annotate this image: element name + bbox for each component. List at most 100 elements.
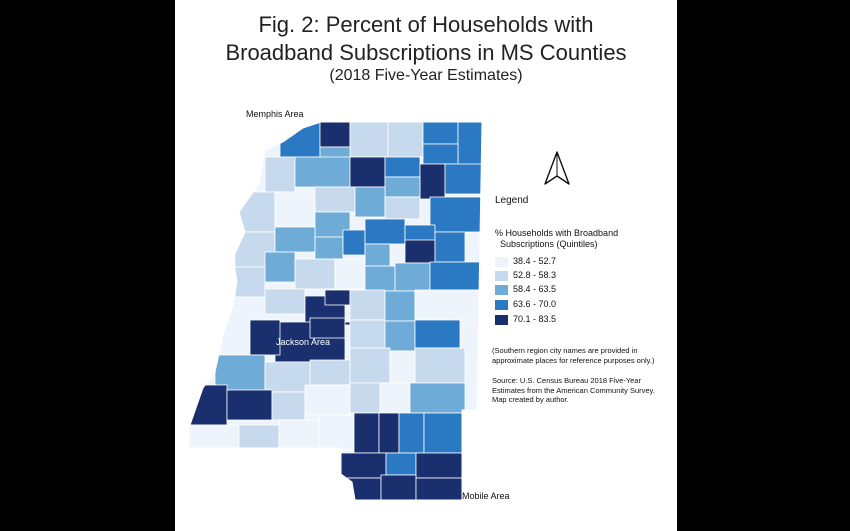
county-c5 [384, 196, 421, 220]
county-c2 [274, 191, 316, 228]
county-b7 [384, 176, 421, 198]
county-b1 [264, 156, 296, 193]
county-f1 [349, 289, 386, 321]
legend-row: 70.1 - 83.5 [495, 314, 556, 325]
county-h6 [379, 382, 411, 414]
mississippi-county-map [188, 121, 483, 501]
map-slide: Fig. 2: Percent of Households with Broad… [175, 0, 677, 531]
legend-label: 63.6 - 70.0 [513, 299, 557, 309]
county-i1 [189, 424, 240, 451]
county-k9 [380, 474, 417, 500]
county-b2 [294, 156, 351, 188]
legend-label: 58.4 - 63.5 [513, 284, 557, 294]
source-line-3: Map created by author. [492, 395, 569, 404]
county-g4 [349, 347, 391, 384]
county-j4 [249, 319, 281, 356]
title-line-1: Fig. 2: Percent of Households with [258, 12, 594, 37]
county-b5 [419, 163, 446, 200]
county-b6 [444, 163, 482, 195]
county-e7 [264, 288, 306, 315]
source-line-1: Source: U.S. Census Bureau 2018 Five-Yea… [492, 376, 641, 385]
county-b4 [384, 156, 421, 178]
county-h4 [304, 384, 351, 416]
legend-swatch [495, 256, 508, 267]
county-e4 [364, 265, 396, 292]
legend-label: 38.4 - 52.7 [513, 256, 557, 266]
memphis-label: Memphis Area [246, 109, 304, 119]
county-h1 [189, 384, 228, 426]
county-k1 [353, 412, 380, 454]
county-f2 [384, 290, 416, 322]
county-c1 [234, 191, 276, 233]
county-f6 [414, 319, 461, 349]
county-k5 [340, 452, 387, 479]
legend-heading-line-1: % Households with Broadband [495, 228, 619, 238]
region-note-line-2: approximate places for reference purpose… [492, 355, 655, 365]
county-k3 [398, 412, 425, 454]
county-h2 [226, 389, 273, 421]
county-c3 [314, 186, 356, 213]
legend-heading: % Households with Broadband Subscription… [495, 228, 665, 250]
north-arrow-icon [544, 151, 570, 185]
county-h3 [271, 391, 306, 421]
legend-row: 38.4 - 52.7 [495, 256, 556, 267]
county-c4 [354, 186, 386, 218]
county-e1 [234, 266, 266, 298]
county-d2 [274, 226, 316, 253]
county-g1 [214, 354, 266, 391]
title-line-3: (2018 Five-Year Estimates) [329, 67, 523, 84]
county-e3 [334, 258, 366, 290]
county-d5 [364, 218, 406, 245]
county-a5 [422, 122, 459, 145]
region-note-line-1: (Southern region city names are provided… [492, 346, 638, 355]
county-a4 [387, 122, 424, 158]
county-k8 [340, 477, 382, 500]
county-e5 [394, 262, 431, 292]
county-d3 [314, 236, 344, 260]
legend-swatch [495, 270, 508, 281]
county-h7 [409, 382, 466, 414]
county-f4 [349, 319, 386, 349]
county-a3 [349, 122, 389, 158]
region-note: (Southern region city names are provided… [492, 346, 672, 365]
legend-swatch [495, 284, 508, 295]
county-c6 [429, 196, 482, 233]
source-note: Source: U.S. Census Bureau 2018 Five-Yea… [492, 376, 672, 405]
legend-row: 58.4 - 63.5 [495, 284, 556, 295]
county-g3 [309, 359, 351, 386]
legend-heading-line-2: Subscriptions (Quintiles) [500, 239, 598, 249]
county-i2 [238, 424, 280, 451]
source-line-2: Estimates from the American Community Su… [492, 385, 655, 395]
county-g5 [389, 350, 416, 384]
county-d4 [342, 229, 366, 256]
county-a2 [319, 122, 351, 148]
county-b3 [349, 156, 386, 188]
county-d8 [434, 231, 466, 263]
county-i3 [278, 419, 320, 451]
title-line-2: Broadband Subscriptions in MS Counties [225, 40, 627, 65]
county-j5 [309, 317, 346, 339]
county-k6 [385, 452, 417, 476]
legend-row: 63.6 - 70.0 [495, 299, 556, 310]
legend-row: 52.8 - 58.3 [495, 270, 556, 281]
legend-label: 70.1 - 83.5 [513, 314, 557, 324]
county-g6 [414, 347, 466, 384]
legend-title: Legend [495, 195, 529, 206]
county-g2 [264, 361, 311, 393]
county-k7 [415, 452, 467, 479]
legend-swatch [495, 314, 508, 325]
county-h5 [349, 382, 381, 414]
county-e2 [294, 258, 336, 290]
county-f5 [384, 320, 416, 352]
county-d10 [264, 251, 296, 283]
county-j2 [324, 289, 351, 306]
state-outline [188, 121, 483, 501]
county-d7 [404, 239, 436, 264]
county-k2 [378, 412, 400, 454]
county-k4 [423, 412, 465, 454]
county-i4 [318, 414, 355, 451]
county-k10 [415, 477, 467, 500]
legend-swatch [495, 299, 508, 310]
county-a8 [422, 143, 459, 165]
county-f3 [414, 289, 482, 321]
